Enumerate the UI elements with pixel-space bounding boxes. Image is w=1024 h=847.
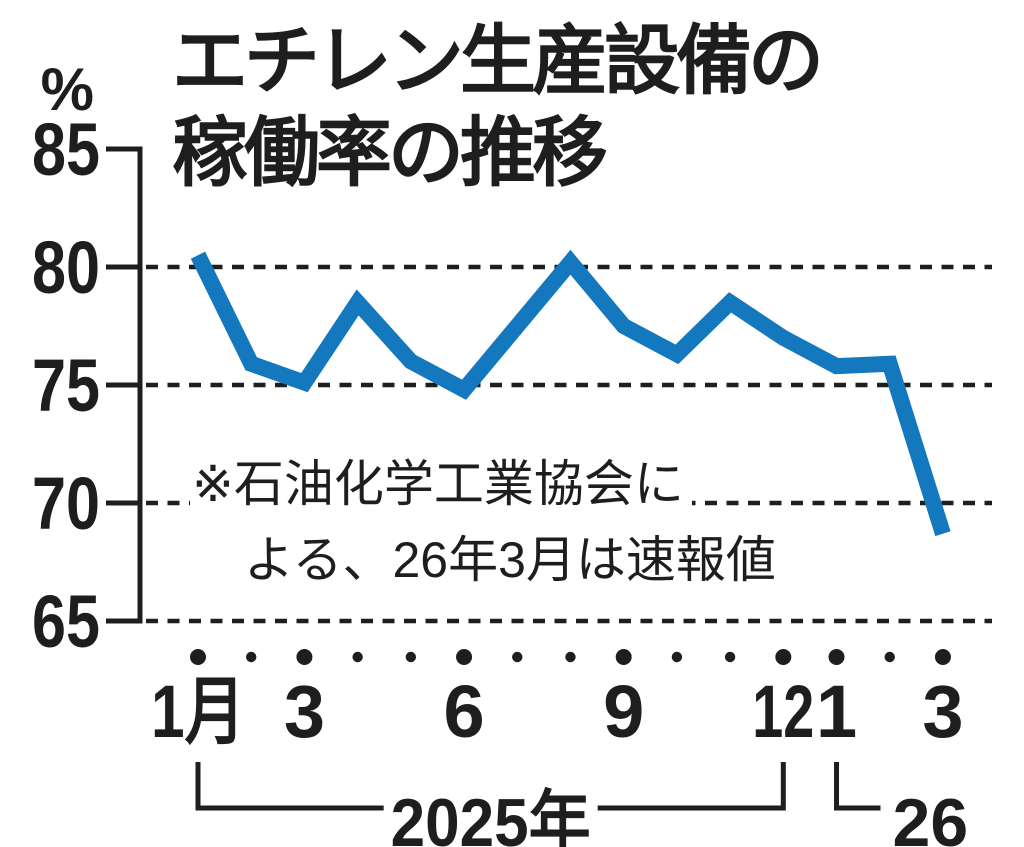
x-axis-dot-2025-10 [671, 651, 683, 663]
x-axis-dot-2025-09 [615, 649, 632, 665]
y-tick-label-65: 65 [32, 580, 100, 663]
chart-title-line2: 稼働率の推移 [172, 111, 608, 196]
x-axis-dot-2025-12 [775, 649, 792, 665]
x-axis-dot-2025-03 [296, 649, 313, 665]
x-axis-dot-2025-01 [190, 649, 206, 665]
y-tick-label-75: 75 [32, 344, 100, 427]
x-axis-dot-2025-04 [352, 651, 363, 663]
x-axis-dot-2025-05 [405, 651, 417, 663]
x-axis-dot-2026-02 [884, 651, 895, 663]
year-label-2025年: 2025年 [391, 785, 591, 847]
x-axis-dot-2025-07 [512, 651, 523, 663]
year-label-26: 26 [893, 785, 969, 847]
x-tick-label-1: 1 [816, 670, 857, 753]
source-note: ※石油化学工業協会に よる、26年3月は速報値 [190, 446, 784, 598]
year-bracket-2025年 [195, 762, 786, 811]
x-tick-label-1月: 1月 [151, 670, 245, 753]
series-line [190, 249, 951, 537]
x-tick-label-9: 9 [603, 670, 644, 753]
x-axis-dot-2026-03 [934, 649, 951, 665]
x-axis-dot-2025-02 [246, 651, 257, 663]
source-note-line2: よる、26年3月は速報値 [190, 522, 784, 598]
y-tick-label-70: 70 [32, 462, 100, 545]
chart-title: エチレン生産設備の 稼働率の推移 [172, 16, 824, 200]
x-axis-dot-2025-08 [565, 651, 576, 663]
chart-title-line1: エチレン生産設備の [172, 19, 824, 104]
x-tick-label-6: 6 [443, 670, 484, 753]
source-note-line1: ※石油化学工業協会に [190, 446, 784, 522]
x-axis-dot-2025-06 [456, 649, 473, 665]
x-axis-dot-2025-11 [724, 651, 736, 663]
y-axis-unit-label: % [41, 56, 94, 123]
x-tick-label-12: 12 [752, 670, 814, 753]
y-tick-label-80: 80 [32, 226, 100, 309]
y-tick-label-85: 85 [32, 108, 100, 191]
x-axis-dot-2026-01 [828, 649, 845, 665]
x-tick-label-3: 3 [922, 670, 963, 753]
x-tick-label-3: 3 [284, 670, 325, 753]
year-bracket-26 [834, 762, 881, 811]
